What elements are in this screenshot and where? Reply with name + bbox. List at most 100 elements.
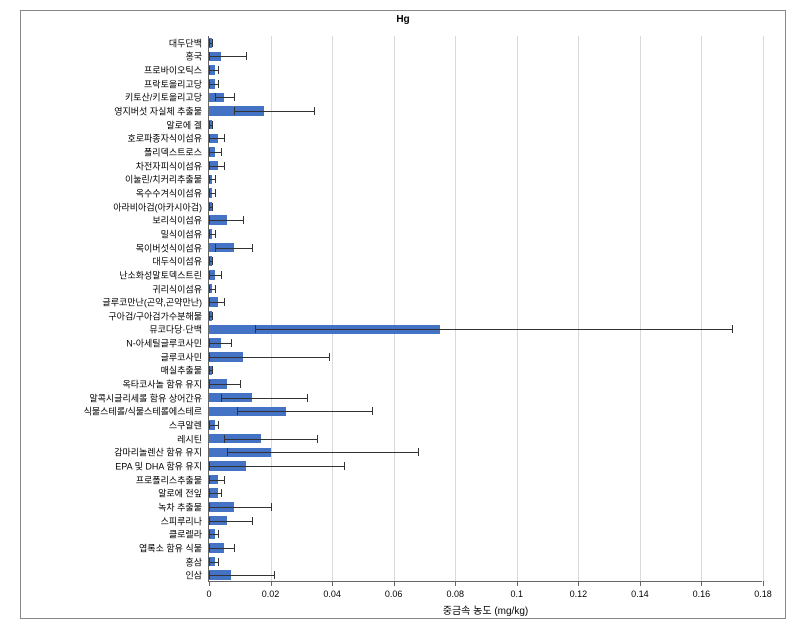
- ytick-label: 옥타코사놀 함유 유지: [122, 378, 202, 391]
- bar-row: [209, 254, 762, 268]
- gridline: [763, 36, 764, 581]
- error-cap: [237, 407, 238, 415]
- error-bar: [234, 111, 314, 112]
- ytick-label: 알로에 전잎: [158, 487, 202, 500]
- plot-area: 중금속 농도 (mg/kg) 00.020.040.060.080.10.120…: [208, 36, 762, 582]
- error-cap: [212, 257, 213, 265]
- error-cap: [215, 230, 216, 238]
- error-cap: [212, 366, 213, 374]
- error-cap: [209, 489, 210, 497]
- error-cap: [212, 203, 213, 211]
- xtick-label: 0.06: [385, 589, 403, 599]
- xtick-label: 0.02: [262, 589, 280, 599]
- error-cap: [224, 162, 225, 170]
- error-cap: [209, 544, 210, 552]
- error-cap: [234, 544, 235, 552]
- ytick-label: 아라비아검(아카시아검): [113, 200, 202, 213]
- error-cap: [209, 571, 210, 579]
- error-bar: [209, 480, 224, 481]
- ytick-label: 폴리덱스트로스: [144, 146, 202, 159]
- ytick-label: 영지버섯 자실체 추출물: [114, 105, 202, 118]
- error-cap: [209, 517, 210, 525]
- error-cap: [209, 530, 210, 538]
- bar-row: [209, 295, 762, 309]
- error-cap: [252, 517, 253, 525]
- ytick-label: 감마리놀렌산 함유 유지: [114, 446, 202, 459]
- ytick-label: 목이버섯식이섬유: [136, 241, 202, 254]
- ytick-label: 홍국: [185, 50, 202, 63]
- bar-row: [209, 63, 762, 77]
- error-bar: [209, 343, 231, 344]
- error-bar: [209, 152, 221, 153]
- error-cap: [307, 394, 308, 402]
- ytick-label: 프락토올리고당: [144, 77, 202, 90]
- error-cap: [221, 148, 222, 156]
- ytick-label: 이눌린/치커리추출물: [125, 173, 202, 186]
- bar-row: [209, 309, 762, 323]
- chart-container: Hg 중금속 농도 (mg/kg) 00.020.040.060.080.10.…: [0, 0, 806, 639]
- error-cap: [240, 380, 241, 388]
- bar-row: [209, 514, 762, 528]
- error-bar: [209, 84, 218, 85]
- ytick-label: 녹차 추출물: [158, 500, 202, 513]
- ytick-label: 스쿠알렌: [169, 419, 202, 432]
- error-cap: [255, 325, 256, 333]
- error-cap: [314, 107, 315, 115]
- bar-row: [209, 568, 762, 582]
- error-cap: [243, 216, 244, 224]
- bar-row: [209, 432, 762, 446]
- error-cap: [215, 189, 216, 197]
- bar-row: [209, 405, 762, 419]
- ytick-label: 키토산/키토올리고당: [125, 91, 202, 104]
- error-cap: [274, 571, 275, 579]
- bar-row: [209, 282, 762, 296]
- error-bar: [209, 548, 234, 549]
- error-bar: [209, 534, 218, 535]
- ytick-label: 대두단백: [169, 36, 202, 49]
- error-bar: [209, 493, 221, 494]
- error-cap: [212, 121, 213, 129]
- error-bar: [209, 575, 274, 576]
- ytick-label: 밀식이섬유: [161, 227, 202, 240]
- error-bar: [255, 329, 732, 330]
- error-cap: [218, 421, 219, 429]
- error-bar: [237, 411, 372, 412]
- error-bar: [224, 439, 316, 440]
- ytick-label: 차전자피식이섬유: [136, 159, 202, 172]
- ytick-label: 홍삼: [185, 555, 202, 568]
- error-cap: [209, 366, 210, 374]
- bar-row: [209, 118, 762, 132]
- error-cap: [224, 298, 225, 306]
- error-cap: [218, 558, 219, 566]
- error-cap: [209, 134, 210, 142]
- error-cap: [209, 52, 210, 60]
- bar-row: [209, 268, 762, 282]
- error-bar: [209, 521, 252, 522]
- ytick-label: 식물스테롤/식물스테롤에스테르: [84, 405, 202, 418]
- xaxis-title: 중금속 농도 (mg/kg): [209, 602, 762, 617]
- bar-row: [209, 50, 762, 64]
- error-cap: [234, 107, 235, 115]
- error-cap: [317, 435, 318, 443]
- error-bar: [215, 248, 252, 249]
- error-cap: [221, 271, 222, 279]
- error-bar: [209, 138, 224, 139]
- error-cap: [209, 80, 210, 88]
- bar-row: [209, 91, 762, 105]
- error-bar: [215, 97, 233, 98]
- bar-row: [209, 186, 762, 200]
- error-bar: [209, 302, 224, 303]
- error-cap: [215, 175, 216, 183]
- bar-row: [209, 527, 762, 541]
- ytick-label: N-아세틸글루코사민: [126, 337, 202, 350]
- error-cap: [215, 93, 216, 101]
- ytick-label: 글루코만난(곤약,곤약만난): [102, 296, 202, 309]
- error-bar: [209, 56, 246, 57]
- error-cap: [209, 257, 210, 265]
- bar-row: [209, 241, 762, 255]
- error-bar: [209, 562, 218, 563]
- error-bar: [209, 466, 344, 467]
- error-cap: [209, 203, 210, 211]
- bar-row: [209, 473, 762, 487]
- error-bar: [209, 275, 221, 276]
